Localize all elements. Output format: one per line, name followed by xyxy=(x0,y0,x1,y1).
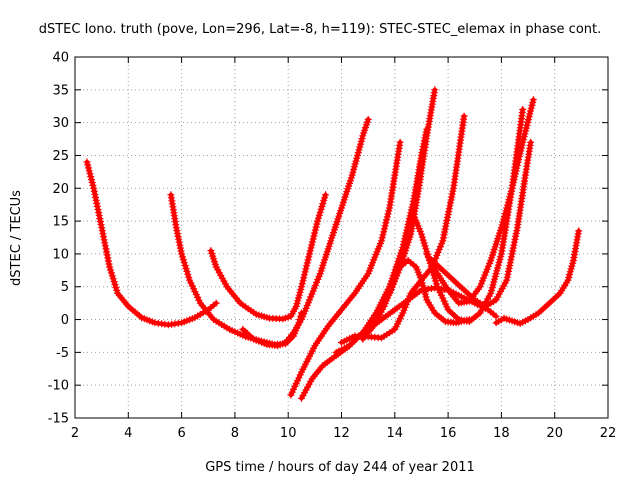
data-point xyxy=(98,224,106,232)
data-point xyxy=(378,234,386,242)
series-arc14 xyxy=(492,227,583,327)
data-point xyxy=(383,216,391,224)
data-point xyxy=(519,106,527,113)
data-point xyxy=(303,259,311,267)
y-tick-label: 40 xyxy=(52,51,69,66)
data-point xyxy=(103,251,111,259)
data-point xyxy=(380,228,388,236)
data-point xyxy=(529,96,537,104)
x-tick-label: 12 xyxy=(333,426,350,441)
data-point xyxy=(306,250,313,258)
series-arc5 xyxy=(287,138,404,399)
data-point xyxy=(364,115,372,123)
y-tick-label: 5 xyxy=(61,280,69,295)
data-point xyxy=(93,202,101,210)
series-arc3 xyxy=(207,191,329,323)
data-point xyxy=(302,265,310,273)
data-point xyxy=(312,223,320,231)
data-point xyxy=(431,86,439,94)
data-point xyxy=(306,296,313,304)
y-tick-label: 35 xyxy=(52,83,69,98)
data-point xyxy=(378,237,385,245)
data-point xyxy=(88,178,96,186)
ticks: 2 4 6 8 10 12 14 16 18 20 22 -15 -10 -5 0 5 10 15 20 25 30 35… xyxy=(48,51,617,442)
data-point xyxy=(212,299,220,307)
series-arc1 xyxy=(83,158,220,329)
data-point xyxy=(313,220,321,228)
data-point xyxy=(101,239,109,247)
data-point xyxy=(379,231,387,239)
data-point xyxy=(97,221,105,229)
data-point xyxy=(311,229,319,237)
chart-title: dSTEC Iono. truth (pove, Lon=296, Lat=-8… xyxy=(39,22,602,37)
data-point xyxy=(185,273,193,281)
data-point xyxy=(396,138,404,146)
data-point xyxy=(308,241,316,249)
data-point xyxy=(381,222,389,230)
y-tick-label: -5 xyxy=(56,346,69,361)
x-tick-label: 18 xyxy=(493,426,510,441)
data-point xyxy=(179,256,187,264)
series-arc4 xyxy=(239,115,372,350)
x-axis-label: GPS time / hours of day 244 of year 2011 xyxy=(205,460,475,475)
y-tick-label: 0 xyxy=(61,313,69,328)
data-point xyxy=(384,210,392,218)
x-tick-label: 4 xyxy=(124,426,132,441)
x-tick-label: 22 xyxy=(600,426,617,441)
y-tick-label: 10 xyxy=(52,247,69,262)
data-point xyxy=(383,213,391,221)
x-tick-label: 14 xyxy=(387,426,404,441)
data-point xyxy=(111,281,119,288)
x-tick-label: 16 xyxy=(440,426,457,441)
y-tick-label: 15 xyxy=(52,215,69,230)
data-point xyxy=(322,191,329,199)
data-point xyxy=(84,161,92,169)
data-point xyxy=(575,227,583,235)
data-point xyxy=(308,238,316,246)
x-tick-label: 10 xyxy=(280,426,297,441)
data-point xyxy=(321,194,329,202)
data-point xyxy=(460,112,468,120)
data-point xyxy=(434,249,442,256)
data-point xyxy=(309,235,317,243)
data-point xyxy=(382,219,390,227)
y-tick-label: 20 xyxy=(52,182,69,197)
data-point xyxy=(299,277,307,285)
data-point xyxy=(300,274,308,282)
data-point xyxy=(101,242,109,250)
series-arc13 xyxy=(428,138,535,310)
x-tick-label: 8 xyxy=(231,426,239,441)
data-point xyxy=(304,256,312,264)
data-point xyxy=(315,211,323,219)
data-point xyxy=(300,271,308,279)
y-axis-label: dSTEC / TECUs xyxy=(9,190,24,286)
data-point xyxy=(310,232,318,240)
data-point xyxy=(527,138,535,146)
data-point xyxy=(95,212,103,219)
data-point xyxy=(90,184,98,192)
y-tick-label: -15 xyxy=(48,412,69,427)
x-tick-label: 2 xyxy=(71,426,79,441)
x-tick-label: 6 xyxy=(177,426,185,441)
data-point xyxy=(313,278,321,286)
data-point xyxy=(492,312,500,320)
data-point xyxy=(93,199,101,207)
data-point xyxy=(510,241,518,249)
data-point xyxy=(418,233,426,241)
y-tick-label: 25 xyxy=(52,149,69,164)
y-tick-label: -10 xyxy=(48,379,69,394)
data-point xyxy=(106,263,114,271)
data-point xyxy=(298,283,305,291)
data-point xyxy=(301,268,309,276)
data-point xyxy=(481,271,489,279)
x-tick-label: 20 xyxy=(546,426,563,441)
y-tick-label: 30 xyxy=(52,116,69,131)
data-marks xyxy=(83,86,583,402)
data-point xyxy=(306,247,314,255)
data-point xyxy=(305,253,313,261)
